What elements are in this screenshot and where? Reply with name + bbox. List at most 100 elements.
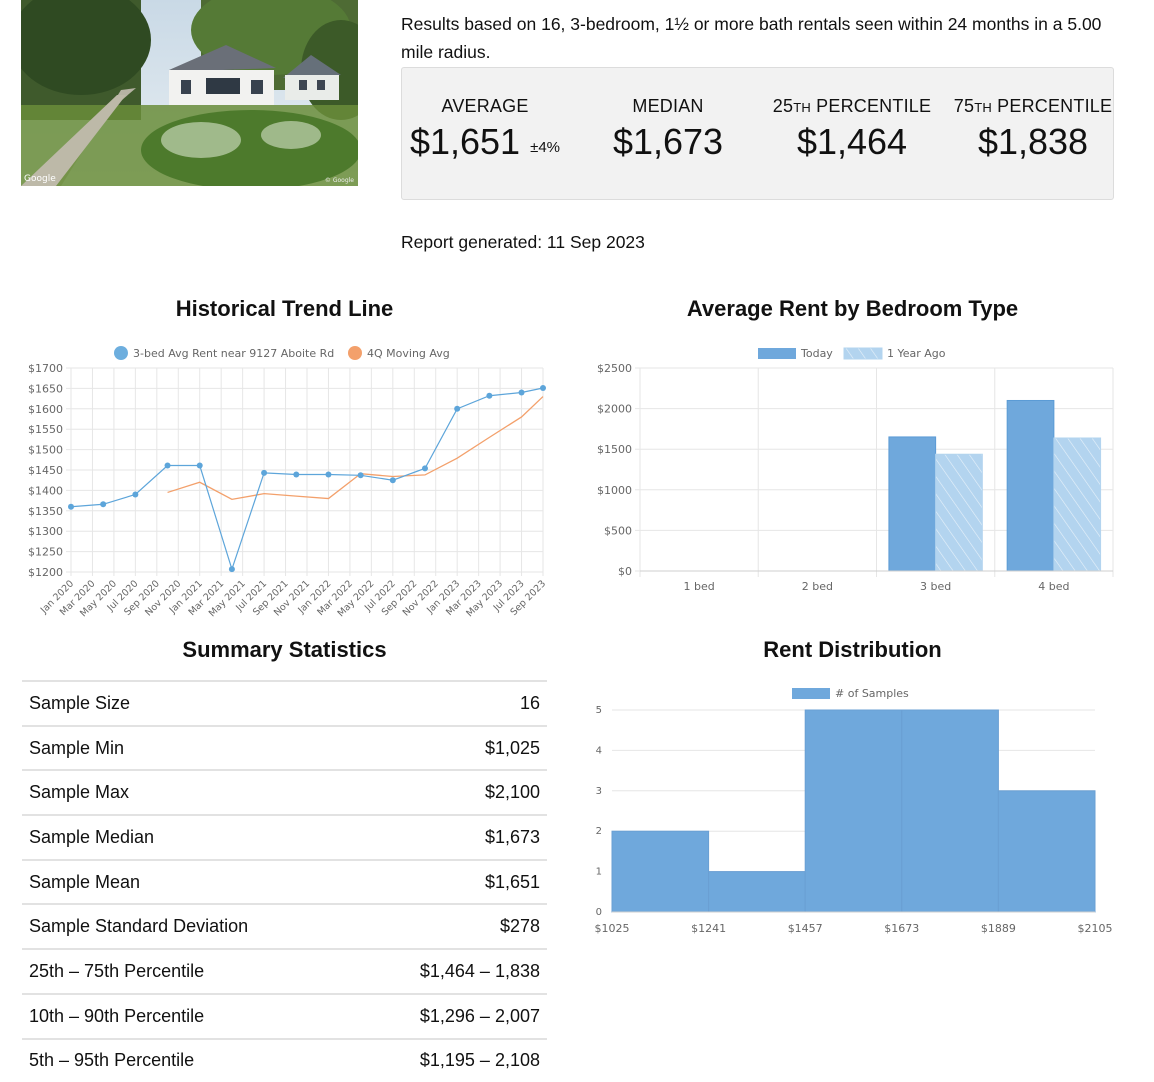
avg-rent-point bbox=[197, 463, 203, 469]
x-tick-label: $1889 bbox=[981, 922, 1016, 935]
stat-value: $1,464 bbox=[772, 121, 932, 163]
y-tick-label: $1250 bbox=[28, 546, 63, 559]
stat-label: AVERAGE bbox=[402, 96, 568, 117]
summary-row: Sample Max$2,100 bbox=[22, 770, 547, 815]
x-tick-label: $1025 bbox=[595, 922, 630, 935]
summary-value: $1,673 bbox=[355, 815, 547, 860]
summary-label: Sample Max bbox=[22, 770, 355, 815]
avg-rent-point bbox=[229, 566, 235, 572]
summary-value: 16 bbox=[355, 681, 547, 726]
y-tick-label: $1500 bbox=[28, 444, 63, 457]
y-tick-label: $500 bbox=[604, 524, 632, 537]
x-tick-label: 2 bed bbox=[802, 580, 833, 593]
x-tick-label: $1241 bbox=[691, 922, 726, 935]
summary-row: 25th – 75th Percentile$1,464 – 1,838 bbox=[22, 949, 547, 994]
summary-label: Sample Mean bbox=[22, 860, 355, 905]
avg-rent-point bbox=[540, 385, 546, 391]
bar-year-ago bbox=[936, 454, 983, 571]
y-tick-label: 1 bbox=[596, 867, 602, 878]
x-tick-label: $1457 bbox=[788, 922, 823, 935]
legend-label-samples: # of Samples bbox=[835, 687, 909, 700]
summary-label: Sample Median bbox=[22, 815, 355, 860]
y-tick-label: $1400 bbox=[28, 484, 63, 497]
avg-rent-point bbox=[519, 389, 525, 395]
avg-rent-point bbox=[132, 491, 138, 497]
y-tick-label: $1200 bbox=[28, 566, 63, 579]
stat-median: MEDIAN $1,673 bbox=[578, 96, 758, 163]
summary-row: Sample Standard Deviation$278 bbox=[22, 904, 547, 949]
y-tick-label: $1300 bbox=[28, 525, 63, 538]
summary-value: $1,464 – 1,838 bbox=[355, 949, 547, 994]
y-tick-label: 3 bbox=[596, 786, 602, 797]
legend-swatch-today bbox=[758, 348, 796, 359]
y-tick-label: $1550 bbox=[28, 423, 63, 436]
legend-swatch-samples bbox=[792, 688, 830, 699]
legend-label-today: Today bbox=[800, 347, 833, 360]
photo-credit-right: © Google bbox=[325, 177, 354, 184]
stat-label: 25TH PERCENTILE bbox=[772, 96, 932, 117]
x-tick-label: 4 bed bbox=[1038, 580, 1069, 593]
legend-label-moving-avg: 4Q Moving Avg bbox=[367, 347, 450, 360]
legend-swatch-avg-rent bbox=[114, 346, 128, 360]
rent-stats-panel: AVERAGE $1,651 ±4% MEDIAN $1,673 25TH PE… bbox=[401, 67, 1114, 200]
y-tick-label: $1000 bbox=[597, 484, 632, 497]
bar-today bbox=[1007, 400, 1054, 571]
distribution-chart-title: Rent Distribution bbox=[590, 637, 1115, 663]
summary-label: Sample Standard Deviation bbox=[22, 904, 355, 949]
y-tick-label: $1650 bbox=[28, 382, 63, 395]
historical-trend-chart: 3-bed Avg Rent near 9127 Aboite Rd 4Q Mov… bbox=[0, 335, 560, 630]
stat-25th-percentile: 25TH PERCENTILE $1,464 bbox=[772, 96, 932, 163]
avg-rent-point bbox=[390, 477, 396, 483]
histogram-bar bbox=[902, 710, 999, 912]
stat-value: $1,673 bbox=[578, 121, 758, 163]
street-view-photo: Google © Google bbox=[21, 0, 358, 186]
avg-rent-point bbox=[454, 406, 460, 412]
y-tick-label: $1500 bbox=[597, 443, 632, 456]
x-tick-label: 3 bed bbox=[920, 580, 951, 593]
avg-rent-point bbox=[100, 501, 106, 507]
legend-swatch-year-ago bbox=[844, 348, 882, 359]
photo-credit-left: Google bbox=[24, 174, 56, 184]
stat-average: AVERAGE $1,651 ±4% bbox=[402, 96, 568, 163]
y-tick-label: $1350 bbox=[28, 505, 63, 518]
y-tick-label: $1700 bbox=[28, 362, 63, 375]
summary-label: 25th – 75th Percentile bbox=[22, 949, 355, 994]
y-tick-label: $0 bbox=[618, 565, 632, 578]
legend-label-avg-rent: 3-bed Avg Rent near 9127 Aboite Rd bbox=[133, 347, 334, 360]
summary-label: Sample Size bbox=[22, 681, 355, 726]
x-tick-label: $1673 bbox=[884, 922, 919, 935]
bedroom-chart-title: Average Rent by Bedroom Type bbox=[590, 296, 1115, 322]
histogram-bar bbox=[805, 710, 902, 912]
y-tick-label: $1600 bbox=[28, 403, 63, 416]
stat-75th-percentile: 75TH PERCENTILE $1,838 bbox=[953, 96, 1113, 163]
summary-value: $1,296 – 2,007 bbox=[355, 994, 547, 1039]
avg-rent-point bbox=[358, 472, 364, 478]
x-tick-label: 1 bed bbox=[684, 580, 715, 593]
avg-rent-point bbox=[293, 471, 299, 477]
summary-row: Sample Min$1,025 bbox=[22, 726, 547, 771]
stat-label: 75TH PERCENTILE bbox=[953, 96, 1113, 117]
y-tick-label: $1450 bbox=[28, 464, 63, 477]
histogram-bar bbox=[612, 831, 709, 912]
histogram-bar bbox=[998, 791, 1095, 912]
summary-row: 10th – 90th Percentile$1,296 – 2,007 bbox=[22, 994, 547, 1039]
stat-value: $1,838 bbox=[953, 121, 1113, 163]
summary-title: Summary Statistics bbox=[22, 637, 547, 663]
x-tick-label: $2105 bbox=[1078, 922, 1113, 935]
avg-rent-point bbox=[68, 504, 74, 510]
summary-row: Sample Median$1,673 bbox=[22, 815, 547, 860]
summary-label: 5th – 95th Percentile bbox=[22, 1039, 355, 1082]
bar-year-ago bbox=[1054, 438, 1101, 571]
y-tick-label: $2000 bbox=[597, 403, 632, 416]
avg-rent-point bbox=[261, 470, 267, 476]
report-generated-date: Report generated: 11 Sep 2023 bbox=[401, 232, 645, 253]
results-description: Results based on 16, 3-bedroom, 1½ or mo… bbox=[401, 10, 1121, 66]
avg-rent-point bbox=[422, 465, 428, 471]
histogram-bar bbox=[709, 872, 806, 912]
avg-rent-point bbox=[165, 463, 171, 469]
y-tick-label: 0 bbox=[596, 907, 602, 918]
